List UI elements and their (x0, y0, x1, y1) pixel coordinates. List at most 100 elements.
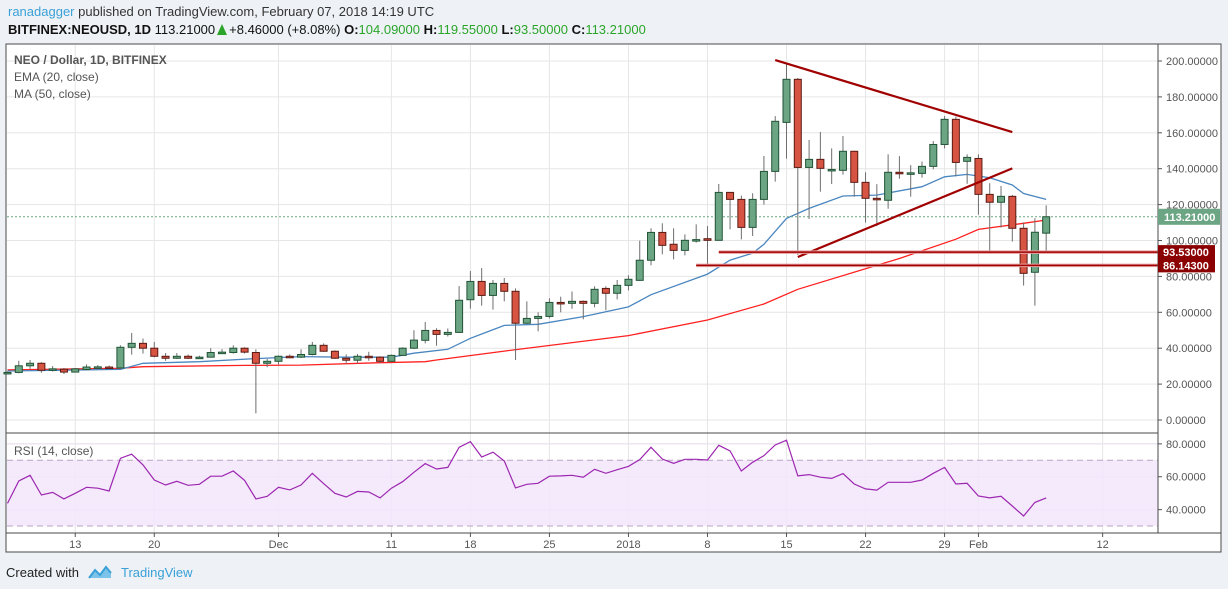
candle-up (782, 78, 791, 123)
candle-down (1008, 195, 1017, 229)
candle-up (748, 198, 757, 228)
candle-up (929, 143, 938, 167)
price-tick-label: 160.00000 (1166, 128, 1218, 140)
candle-down (737, 198, 746, 228)
chart-title: NEO / Dollar, 1D, BITFINEX (14, 53, 167, 67)
time-tick-label: 25 (543, 539, 555, 551)
created-with-text: Created with (6, 564, 79, 580)
candle-up (488, 282, 497, 296)
candle-up (297, 353, 306, 358)
candle-down (703, 238, 712, 241)
candle-up (692, 239, 701, 242)
price-tick-label: 80.00000 (1166, 271, 1212, 283)
candle-up (680, 239, 689, 251)
rsi-line (6, 439, 1047, 517)
price-tick-label: 140.00000 (1166, 164, 1218, 176)
candle-up (624, 278, 633, 286)
candle-down (376, 356, 385, 362)
ma-legend[interactable]: MA (50, close) (14, 87, 91, 101)
time-tick-label: 29 (938, 539, 950, 551)
price-change: +8.46000 (+8.08%) (229, 22, 341, 37)
time-tick-label: 13 (69, 539, 81, 551)
candle-down (895, 171, 904, 175)
candle-down (240, 347, 249, 353)
candle-up (1042, 216, 1051, 234)
up-arrow-icon (217, 24, 228, 35)
candle-up (82, 366, 91, 371)
horizontal-line-label: 86.14300 (1163, 260, 1209, 272)
open-label: O: (344, 22, 359, 37)
candle-down (500, 282, 509, 292)
candle-up (884, 171, 893, 201)
candle-up (195, 356, 204, 360)
candle-up (906, 172, 915, 175)
candle-up (940, 118, 949, 145)
candle-up (206, 352, 215, 358)
trendline[interactable] (797, 167, 1013, 259)
candle-up (14, 365, 23, 373)
time-tick-label: 8 (704, 539, 710, 551)
candle-down (726, 191, 735, 200)
low-value: 93.50000 (513, 22, 568, 37)
candle-up (127, 342, 136, 348)
candle-up (263, 360, 272, 364)
candle-up (963, 156, 972, 162)
candle-up (308, 344, 317, 355)
candle-down (816, 158, 825, 169)
candle-down (59, 368, 68, 373)
time-tick-label: 22 (859, 539, 871, 551)
time-tick-label: 20 (148, 539, 160, 551)
candle-up (455, 299, 464, 333)
candle-down (985, 193, 994, 203)
time-tick-label: 18 (464, 539, 476, 551)
tradingview-link[interactable]: TradingView (120, 564, 193, 580)
rsi-tick-label: 60.0000 (1166, 472, 1206, 484)
low-label: L: (501, 22, 514, 37)
price-tick-label: 60.00000 (1166, 307, 1212, 319)
trendline[interactable] (774, 59, 1013, 134)
candle-down (556, 301, 565, 305)
footer: Created with TradingView (6, 564, 193, 580)
candle-up (48, 368, 57, 371)
horizontal-line-label: 93.53000 (1163, 247, 1209, 259)
price-tick-label: 200.00000 (1166, 56, 1218, 68)
axes: 0.00000 20.00000 40.00000 60.00000 80.00000 1… (69, 56, 1218, 551)
price-tick-label: 120.00000 (1166, 200, 1218, 212)
rsi-band (7, 460, 1158, 526)
candle-down (37, 362, 46, 371)
close-label: C: (571, 22, 586, 37)
candle-up (997, 195, 1006, 203)
price-tick-label: 40.00000 (1166, 343, 1212, 355)
candle-down (793, 78, 802, 168)
candle-down (951, 118, 960, 163)
ema-legend[interactable]: EMA (20, close) (14, 70, 99, 84)
candle-up (409, 339, 418, 349)
candle-up (218, 351, 227, 355)
ma50-line (7, 219, 1047, 371)
candle-up (917, 165, 926, 174)
candle-up (172, 355, 181, 359)
horizontal-line-label-box (1158, 258, 1215, 273)
close-value: 113.21000 (585, 22, 646, 37)
publish-info: ranadagger published on TradingView.com,… (8, 4, 434, 19)
candle-down (601, 287, 610, 294)
price-tick-label: 20.00000 (1166, 379, 1212, 391)
time-tick-label: Feb (969, 539, 988, 551)
high-label: H: (423, 22, 438, 37)
candle-down (150, 347, 159, 357)
candle-down (658, 231, 667, 246)
candle-down (861, 181, 870, 199)
time-tick-label: 11 (386, 539, 397, 551)
candle-up (229, 347, 238, 354)
candle-down (364, 355, 373, 359)
candle-down (850, 150, 859, 183)
rsi-tick-label: 40.0000 (1166, 505, 1206, 517)
candle-up (534, 315, 543, 319)
drawings (696, 59, 1158, 268)
author-link[interactable]: ranadagger (8, 4, 75, 19)
rsi-legend[interactable]: RSI (14, close) (14, 444, 94, 458)
candle-down (579, 300, 588, 304)
price-tick-label: 180.00000 (1166, 92, 1218, 104)
